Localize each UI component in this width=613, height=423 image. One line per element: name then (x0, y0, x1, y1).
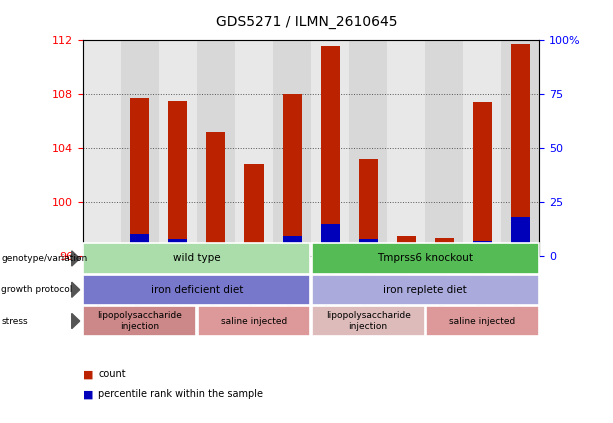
Bar (93, 249, 112, 256)
Bar (387, 40, 425, 256)
Text: iron deficient diet: iron deficient diet (151, 285, 243, 295)
Bar (359, 159, 378, 256)
Text: ■: ■ (83, 389, 93, 399)
Bar (169, 239, 188, 256)
Bar (397, 236, 416, 256)
Bar (511, 217, 530, 256)
Bar (283, 94, 302, 256)
Text: saline injected: saline injected (221, 316, 287, 326)
Bar (473, 241, 492, 256)
Bar (245, 245, 264, 256)
Text: percentile rank within the sample: percentile rank within the sample (98, 389, 263, 399)
Text: lipopolysaccharide
injection: lipopolysaccharide injection (326, 311, 411, 331)
Bar (159, 40, 197, 256)
Bar (349, 40, 387, 256)
Bar (321, 46, 340, 256)
Bar (511, 44, 530, 256)
Bar (83, 40, 121, 256)
Bar (207, 243, 226, 256)
Bar (131, 98, 150, 256)
Text: ■: ■ (83, 369, 93, 379)
Bar (463, 40, 501, 256)
Bar (273, 40, 311, 256)
Bar (283, 236, 302, 256)
Text: lipopolysaccharide
injection: lipopolysaccharide injection (97, 311, 182, 331)
Bar (321, 223, 340, 256)
Bar (131, 234, 150, 256)
Bar (311, 40, 349, 256)
Bar (207, 132, 226, 256)
Bar (397, 252, 416, 256)
Text: iron replete diet: iron replete diet (383, 285, 467, 295)
Bar (435, 252, 454, 256)
Bar (501, 40, 539, 256)
Bar (473, 102, 492, 256)
Text: stress: stress (1, 316, 28, 326)
Text: genotype/variation: genotype/variation (1, 254, 88, 263)
Text: wild type: wild type (173, 253, 221, 264)
Bar (169, 101, 188, 256)
Text: Tmprss6 knockout: Tmprss6 knockout (377, 253, 473, 264)
Bar (235, 40, 273, 256)
Bar (359, 239, 378, 256)
Bar (197, 40, 235, 256)
Bar (425, 40, 463, 256)
Text: saline injected: saline injected (449, 316, 516, 326)
Bar (93, 254, 112, 256)
Bar (121, 40, 159, 256)
Bar (245, 164, 264, 256)
Text: count: count (98, 369, 126, 379)
Bar (435, 239, 454, 256)
Text: GDS5271 / ILMN_2610645: GDS5271 / ILMN_2610645 (216, 15, 397, 29)
Text: growth protocol: growth protocol (1, 285, 72, 294)
